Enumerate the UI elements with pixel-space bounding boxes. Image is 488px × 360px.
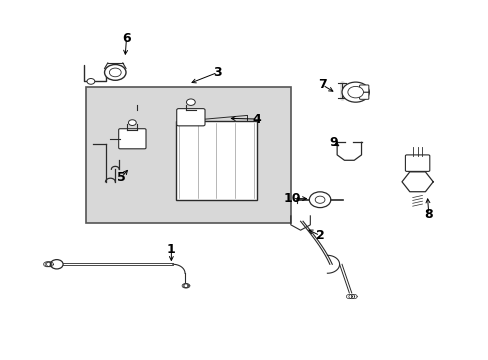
Circle shape	[309, 192, 330, 208]
Circle shape	[315, 196, 325, 203]
FancyBboxPatch shape	[359, 85, 368, 92]
Circle shape	[186, 99, 195, 105]
Circle shape	[128, 120, 136, 126]
Text: 7: 7	[318, 78, 326, 91]
Text: 3: 3	[213, 66, 222, 79]
FancyBboxPatch shape	[176, 109, 204, 126]
FancyBboxPatch shape	[86, 87, 290, 223]
Text: 2: 2	[315, 229, 324, 242]
Text: 5: 5	[117, 171, 126, 184]
Polygon shape	[401, 172, 432, 192]
Circle shape	[87, 78, 95, 84]
Text: 10: 10	[283, 192, 301, 205]
Circle shape	[109, 68, 121, 77]
Circle shape	[104, 64, 126, 80]
Text: 1: 1	[166, 243, 175, 256]
Text: 6: 6	[122, 32, 131, 45]
FancyBboxPatch shape	[119, 129, 146, 149]
Circle shape	[347, 86, 363, 98]
Text: 9: 9	[328, 136, 337, 149]
Circle shape	[341, 82, 368, 102]
FancyBboxPatch shape	[405, 155, 429, 171]
Text: 8: 8	[424, 208, 432, 221]
FancyBboxPatch shape	[359, 92, 368, 99]
Text: 4: 4	[252, 113, 261, 126]
FancyBboxPatch shape	[176, 121, 256, 200]
Circle shape	[50, 260, 63, 269]
